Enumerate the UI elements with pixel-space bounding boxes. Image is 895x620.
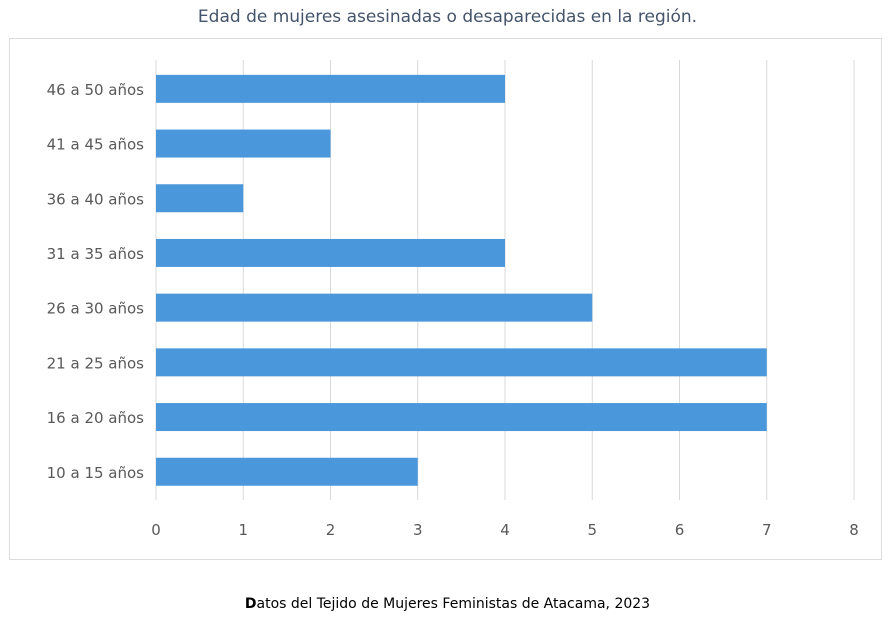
x-tick-label: 8 xyxy=(849,521,859,539)
bar xyxy=(156,457,418,486)
category-label: 31 a 35 años xyxy=(47,245,145,263)
bars xyxy=(156,74,767,486)
bar xyxy=(156,184,244,213)
category-label: 10 a 15 años xyxy=(47,464,145,482)
category-label: 26 a 30 años xyxy=(47,300,145,318)
category-labels: 10 a 15 años 16 a 20 años 21 a 25 años 26 a… xyxy=(47,81,145,482)
bar xyxy=(156,403,767,432)
grid-lines xyxy=(155,60,855,500)
x-tick-label: 2 xyxy=(326,521,336,539)
bar xyxy=(156,129,331,158)
x-tick-label: 5 xyxy=(587,521,597,539)
x-tick-label: 3 xyxy=(413,521,423,539)
x-tick-labels: 0 1 2 3 4 5 6 7 8 xyxy=(151,521,859,539)
source-caption: Datos del Tejido de Mujeres Feministas d… xyxy=(0,596,895,612)
x-tick-label: 4 xyxy=(500,521,510,539)
bar xyxy=(156,293,593,322)
category-label: 16 a 20 años xyxy=(47,409,145,427)
bar xyxy=(156,238,505,267)
caption-initial: D xyxy=(244,596,257,612)
caption-rest: atos del Tejido de Mujeres Feministas de… xyxy=(256,596,651,612)
x-tick-label: 6 xyxy=(675,521,685,539)
x-tick-label: 1 xyxy=(238,521,248,539)
chart-title: Edad de mujeres asesinadas o desaparecid… xyxy=(197,7,698,27)
x-tick-label: 0 xyxy=(151,521,161,539)
x-tick-label: 7 xyxy=(762,521,772,539)
bar xyxy=(156,348,767,377)
bar xyxy=(156,74,505,103)
category-label: 41 a 45 años xyxy=(47,136,145,154)
chart-frame xyxy=(9,38,882,560)
category-label: 21 a 25 años xyxy=(47,354,145,372)
category-label: 46 a 50 años xyxy=(47,81,145,99)
category-label: 36 a 40 años xyxy=(47,190,145,208)
